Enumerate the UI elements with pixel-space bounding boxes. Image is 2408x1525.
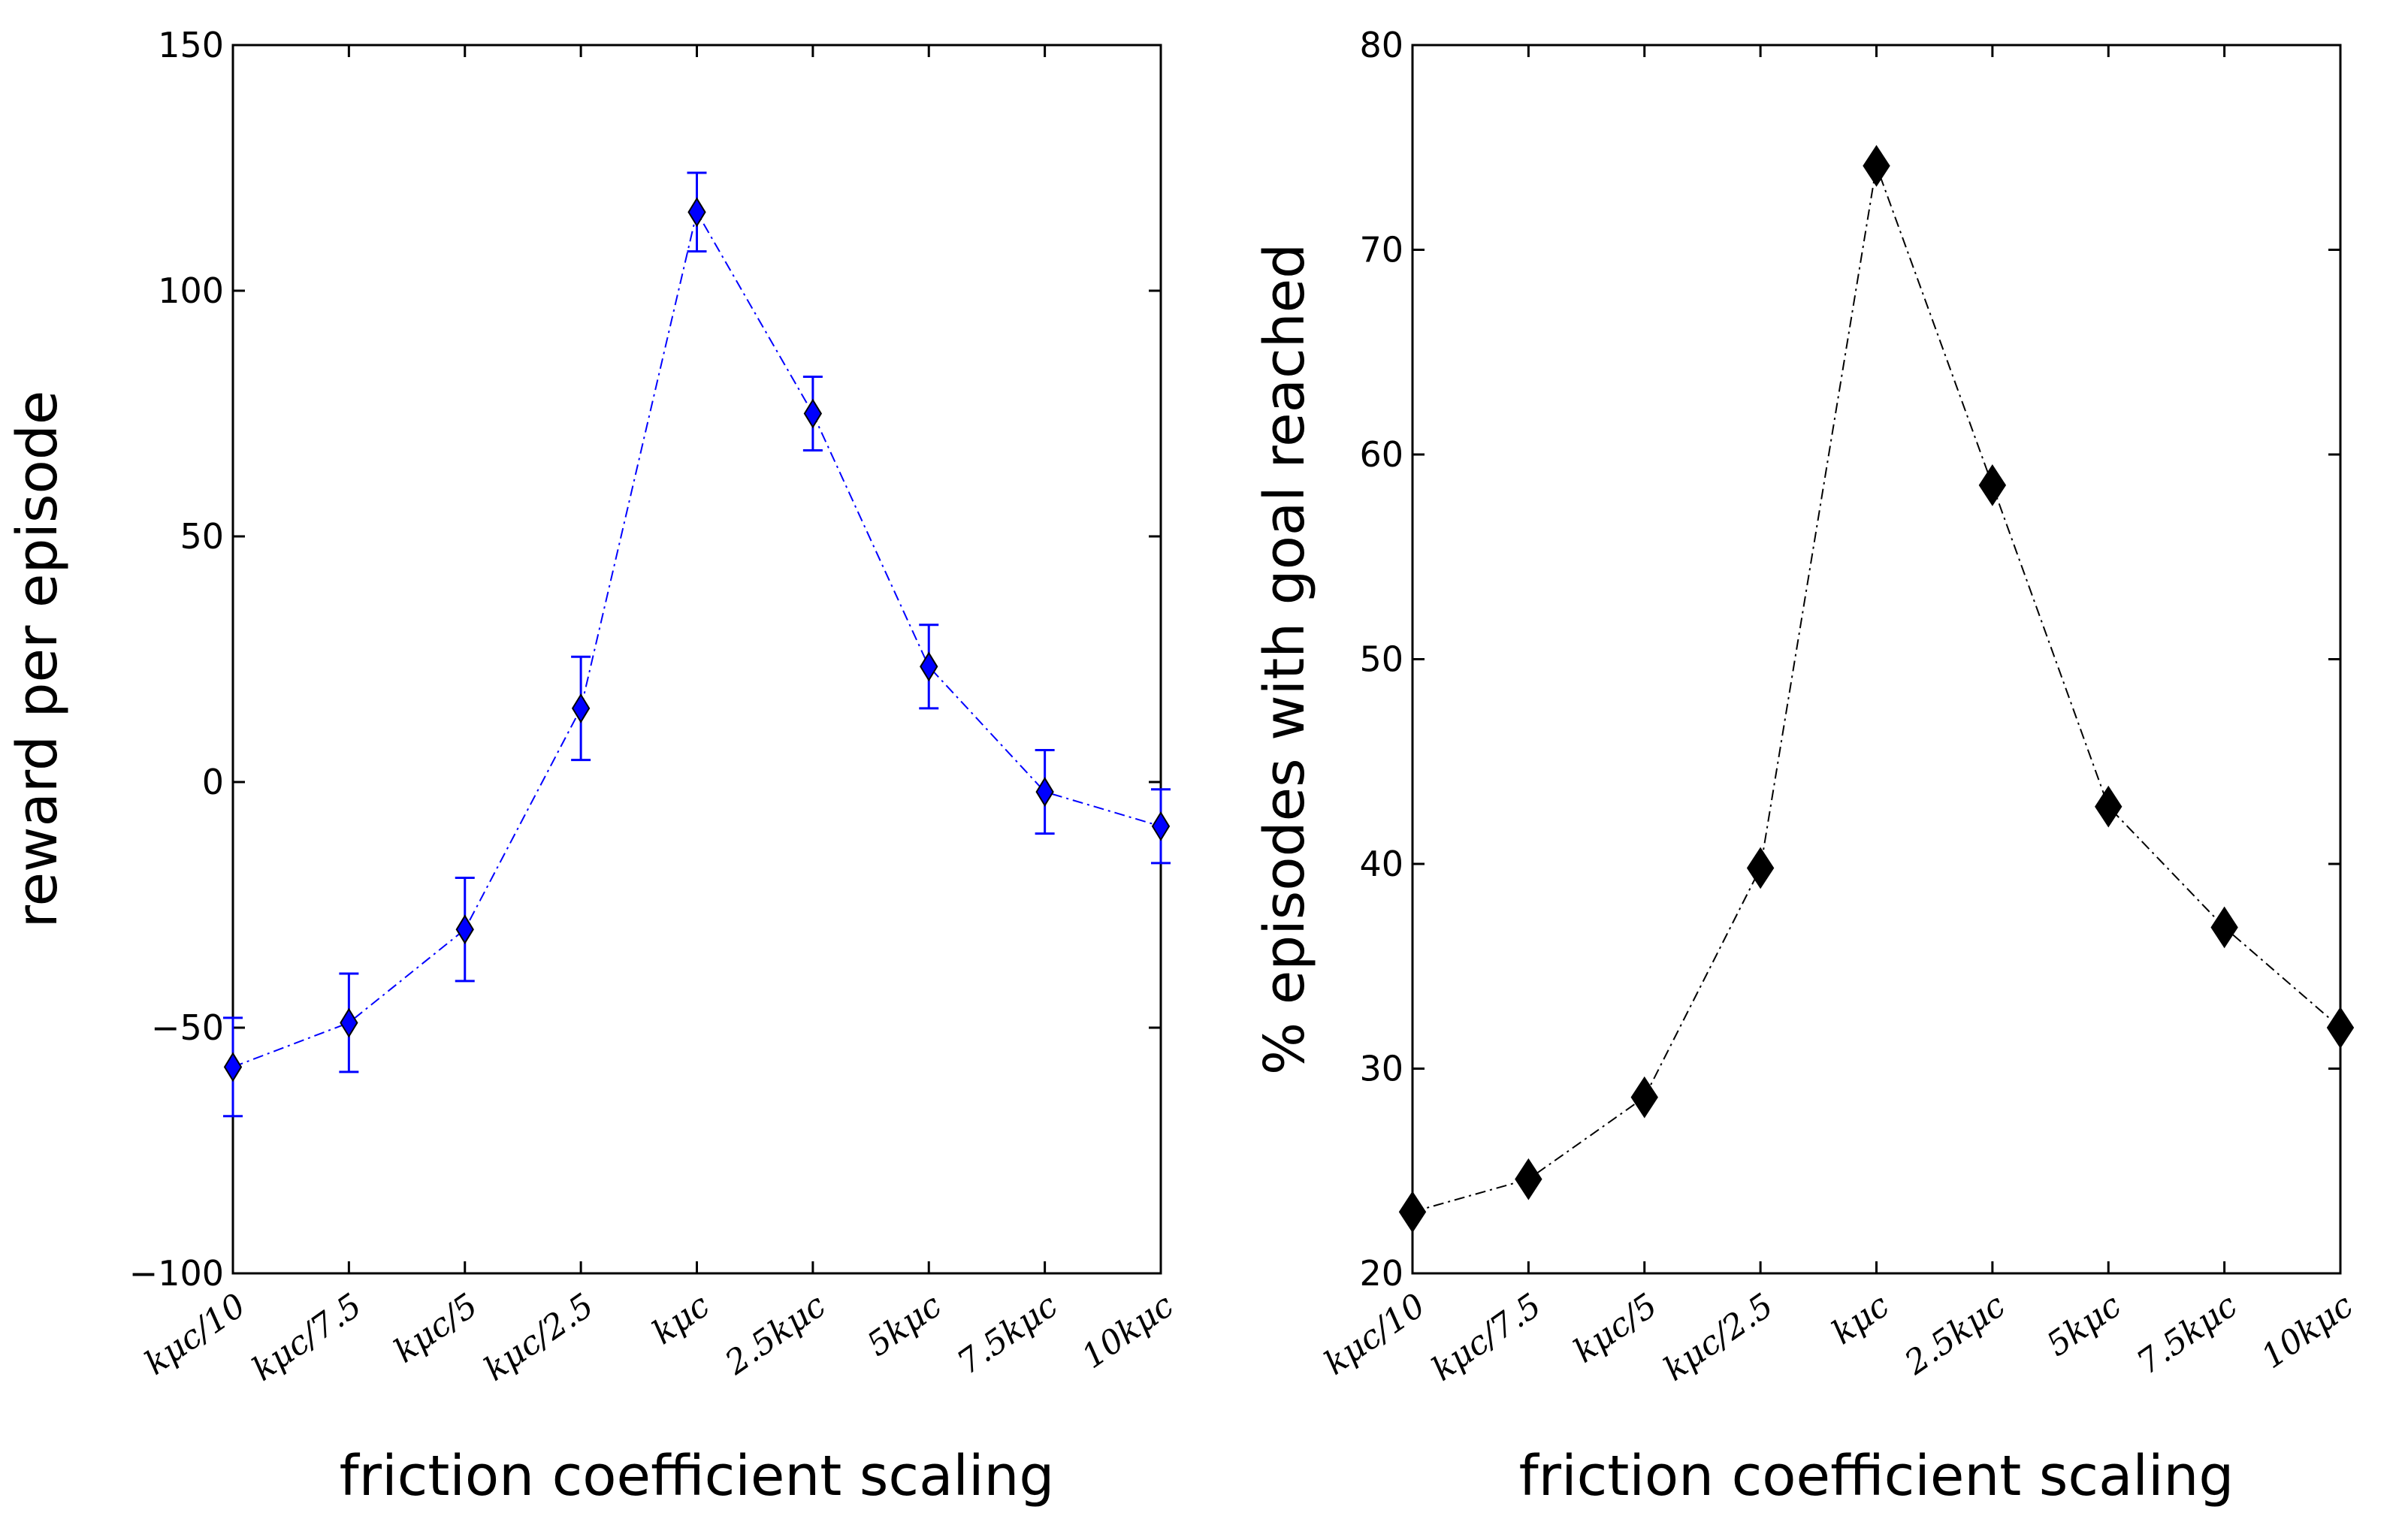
y-tick-label: 40 [1359,844,1403,884]
x-tick-label: kμc/2.5 [477,1286,600,1388]
y-tick-label: 20 [1359,1253,1403,1294]
series-line [232,210,1162,1068]
y-axis-title: reward per episode [5,391,70,929]
data-point-diamond [1398,1191,1427,1234]
y-tick-label: −100 [129,1253,224,1294]
y-tick-label: 50 [180,516,224,557]
series-line [1412,162,2341,1213]
y-tick-label: 100 [158,270,224,311]
data-point-diamond [223,1052,243,1083]
data-point-diamond [1035,777,1054,807]
x-tick-label: 10kμc [1075,1286,1181,1376]
data-point-diamond [687,197,706,228]
y-tick-label: 150 [158,25,224,65]
x-tick-label: kμc/10 [1318,1286,1433,1382]
x-axis-title: friction coefficient scaling [340,1444,1055,1508]
x-tick-label: kμc [645,1286,717,1352]
data-point-diamond [455,914,474,945]
y-tick-label: 70 [1359,230,1403,270]
x-tick-label: kμc/5 [1567,1286,1664,1370]
x-tick-label: kμc/5 [387,1286,485,1370]
series-1 [223,171,1171,1118]
plot-frame [1411,44,2342,1275]
y-tick-label: 50 [1359,639,1403,680]
y-tick-label: 30 [1359,1049,1403,1089]
x-tick-label: kμc/7.5 [1425,1286,1548,1388]
x-tick-label: 5kμc [860,1286,949,1364]
data-point-diamond [340,1007,358,1038]
data-point-diamond [1515,1158,1542,1200]
y-tick-label: 80 [1359,25,1403,65]
data-point-diamond [571,693,591,723]
x-tick-label: 2.5kμc [718,1286,832,1382]
data-point-diamond [2095,785,2122,828]
y-tick-label: 60 [1359,434,1403,475]
x-tick-label: 5kμc [2040,1286,2129,1364]
data-point-diamond [1746,847,1775,889]
y-axis-title: % episodes with goal reached [1252,243,1317,1075]
data-point-diamond [1863,144,1890,187]
x-tick-label: 2.5kμc [1897,1286,2012,1382]
series-1 [1398,144,2355,1234]
data-point-diamond [803,398,823,429]
x-tick-label: kμc/7.5 [246,1286,369,1388]
x-tick-label: kμc [1825,1286,1896,1352]
x-tick-label: kμc/10 [138,1286,253,1382]
chart-panel-1: −100 −50 0 50 100 150 kμc/10kμc/7.5 kμc/5kμc/2.… [5,25,1180,1508]
data-point-diamond [920,651,938,682]
data-point-diamond [1978,464,2007,506]
chart-panel-2: 20 30 40 50 60 70 80 kμc/10kμc/7.5 kμc/5kμc/2.5 k… [1252,25,2360,1508]
y-tick-label: 0 [202,762,224,802]
data-point-diamond [2210,906,2238,949]
data-point-diamond [2326,1007,2355,1049]
y-tick-label: −50 [151,1007,224,1048]
x-tick-label: 10kμc [2255,1286,2361,1376]
x-tick-label: kμc/2.5 [1657,1286,1780,1388]
x-tick-label: 7.5kμc [2130,1286,2244,1382]
data-point-diamond [1151,811,1171,841]
x-axis-title: friction coefficient scaling [1519,1444,2234,1508]
data-point-diamond [1630,1076,1658,1119]
x-tick-label: 7.5kμc [950,1286,1065,1382]
